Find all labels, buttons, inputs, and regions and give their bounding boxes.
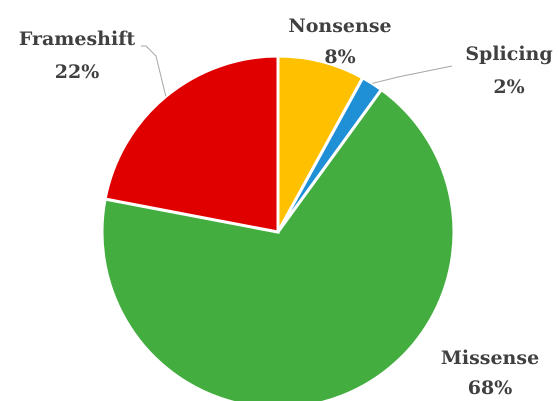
label-nonsense-name: Nonsense xyxy=(288,15,391,37)
pie-slice-missense xyxy=(100,87,456,401)
pie-slice-frameshift xyxy=(103,54,280,234)
label-missense-name: Missense xyxy=(441,347,539,369)
label-frameshift-percent: 22% xyxy=(55,61,100,83)
label-frameshift-name: Frameshift xyxy=(19,28,136,50)
leader-line-splicing xyxy=(372,65,453,84)
label-missense-percent: 68% xyxy=(468,377,513,399)
label-nonsense-percent: 8% xyxy=(324,46,355,68)
label-splicing-percent: 2% xyxy=(493,76,524,98)
leader-line-frameshift xyxy=(141,45,167,97)
pie-slice-nonsense xyxy=(276,54,365,233)
leader-lines xyxy=(141,45,453,97)
label-splicing-name: Splicing xyxy=(465,43,552,65)
pie-slices xyxy=(100,54,456,401)
